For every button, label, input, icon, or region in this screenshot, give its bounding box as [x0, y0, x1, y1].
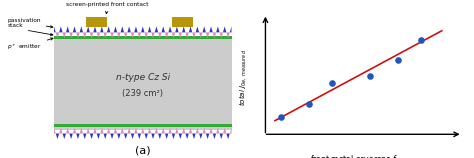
Point [277, 116, 284, 118]
Bar [86, 17, 107, 27]
Point [417, 39, 425, 41]
Text: (a): (a) [135, 146, 151, 156]
Point [328, 82, 336, 84]
Bar [173, 17, 193, 27]
Point [366, 75, 374, 78]
Text: total $J_{0e,\ measured}$: total $J_{0e,\ measured}$ [237, 49, 248, 106]
Text: screen-printed front contact: screen-printed front contact [66, 2, 149, 14]
Text: $p^+$ emitter: $p^+$ emitter [7, 38, 53, 52]
Text: front metal coverage $f_{front}$: front metal coverage $f_{front}$ [310, 152, 410, 158]
Text: passivation
stack: passivation stack [7, 18, 53, 28]
Text: n-type Cz Si: n-type Cz Si [116, 73, 170, 82]
Point [305, 102, 313, 105]
Text: (239 cm²): (239 cm²) [122, 89, 163, 98]
Bar [54, 38, 231, 130]
Point [394, 59, 402, 62]
